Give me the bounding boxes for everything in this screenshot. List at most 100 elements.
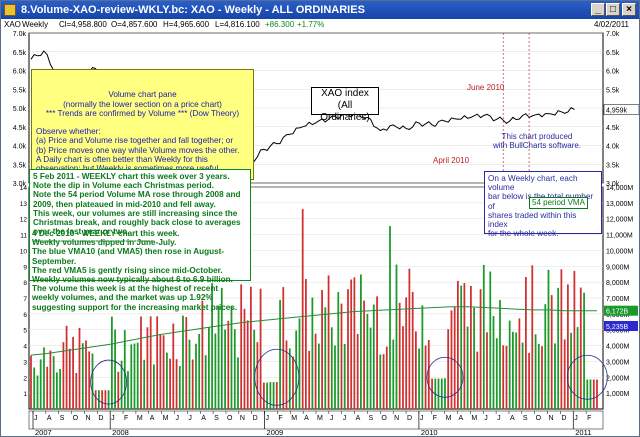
volume-bar (153, 364, 155, 409)
volume-bar (107, 390, 110, 409)
symbol-label: XAO (4, 20, 21, 29)
christmas-dip-circle (90, 359, 128, 405)
volume-bar (330, 327, 333, 409)
volume-tick-right: 12,000M (606, 217, 633, 224)
volume-bar (324, 307, 327, 409)
month-label: A (47, 415, 52, 422)
volume-bar (508, 320, 511, 409)
volume-bar (191, 359, 194, 409)
volume-bar (408, 268, 411, 409)
volume-bar (589, 379, 592, 409)
volume-bar (72, 336, 74, 409)
volume-bar (101, 390, 104, 409)
volume-bar (482, 265, 485, 409)
volume-tick-left: 4 (23, 344, 27, 351)
price-tick-left: 3.0k (13, 181, 27, 188)
volume-bar (570, 332, 572, 409)
month-label: M (163, 415, 169, 422)
year-label: 2011 (575, 428, 591, 436)
volume-bar (363, 300, 365, 409)
low-value: L=4,816.100 (215, 20, 260, 29)
volume-bar (347, 289, 349, 409)
volume-bar (127, 371, 129, 409)
vma-label: 54 period VMA (529, 197, 588, 209)
price-tick-left: 6.5k (13, 50, 27, 57)
volume-bar (217, 306, 220, 409)
price-tick-left: 7.0k (13, 31, 27, 38)
volume-bar (431, 378, 433, 409)
volume-bar (563, 339, 566, 409)
month-label: N (394, 415, 399, 422)
volume-bar (447, 329, 450, 409)
change-percent: +1.77% (297, 20, 325, 29)
volume-bar (81, 343, 84, 409)
volume-bar (36, 375, 39, 409)
volume-bar (502, 345, 505, 409)
volume-bar (282, 287, 285, 409)
volume-bar (567, 284, 569, 409)
volume-bar (140, 316, 142, 409)
volume-bar (437, 378, 440, 409)
month-label: S (368, 415, 373, 422)
volume-bar (162, 335, 165, 409)
last-price-label: 4,959k (606, 108, 628, 115)
volume-bar (56, 372, 58, 409)
month-label: O (73, 415, 79, 422)
volume-tick-right: 3,000M (606, 359, 630, 366)
volume-bar (62, 342, 65, 409)
minimize-button[interactable]: _ (591, 3, 605, 16)
volume-bar (369, 327, 372, 409)
price-tick-right: 6.0k (606, 69, 620, 76)
month-label: J (574, 415, 578, 422)
month-label: O (227, 415, 233, 422)
volume-bar (130, 344, 133, 409)
close-button[interactable]: × (622, 3, 636, 16)
volume-bar (263, 382, 265, 409)
month-label: J (497, 415, 501, 422)
month-label: D (253, 415, 258, 422)
month-label: J (420, 415, 424, 422)
volume-bar (473, 307, 475, 409)
volume-bar (418, 348, 420, 409)
volume-bar (544, 304, 547, 409)
volume-bar (466, 326, 469, 409)
volume-bar (123, 330, 126, 409)
volume-bar (395, 264, 398, 409)
volume-bar (285, 340, 288, 409)
volume-bar (334, 345, 336, 409)
month-label: F (278, 415, 282, 422)
volume-bar (279, 299, 281, 409)
volume-bar (104, 390, 107, 409)
volume-bar (159, 334, 162, 409)
volume-bar (415, 331, 417, 409)
volume-bar (379, 354, 382, 409)
last-price-tag (603, 104, 639, 115)
volume-bar (350, 279, 353, 409)
volume-bar (440, 378, 443, 409)
volume-bar (537, 343, 540, 409)
month-label: D (407, 415, 412, 422)
price-tick-left: 4.5k (13, 125, 27, 132)
price-tick-left: 5.0k (13, 106, 27, 113)
month-label: F (433, 415, 437, 422)
month-label: N (85, 415, 90, 422)
volume-bar (214, 333, 217, 409)
volume-bar (111, 316, 113, 409)
volume-bar (528, 352, 530, 409)
volume-tick-right: 2,000M (606, 375, 630, 382)
volume-note-dec-2010: 4 Dec 2010 - WEEKLY chart this week. Wee… (32, 229, 238, 312)
window-title: 8.Volume-XAO-review-WKLY.bc: XAO - Weekl… (21, 4, 365, 16)
change-value: +86.300 (265, 20, 295, 29)
volume-bar (227, 320, 230, 409)
volume-bar (421, 305, 424, 409)
volume-bar (75, 373, 78, 409)
volume-bar (327, 275, 330, 409)
maximize-button[interactable]: □ (606, 3, 620, 16)
volume-tick-right: 13,000M (606, 201, 633, 208)
volume-bar (149, 316, 152, 409)
volume-bar (321, 290, 323, 409)
volume-bar (492, 316, 495, 409)
volume-bar (476, 351, 479, 409)
volume-bar (175, 359, 178, 409)
